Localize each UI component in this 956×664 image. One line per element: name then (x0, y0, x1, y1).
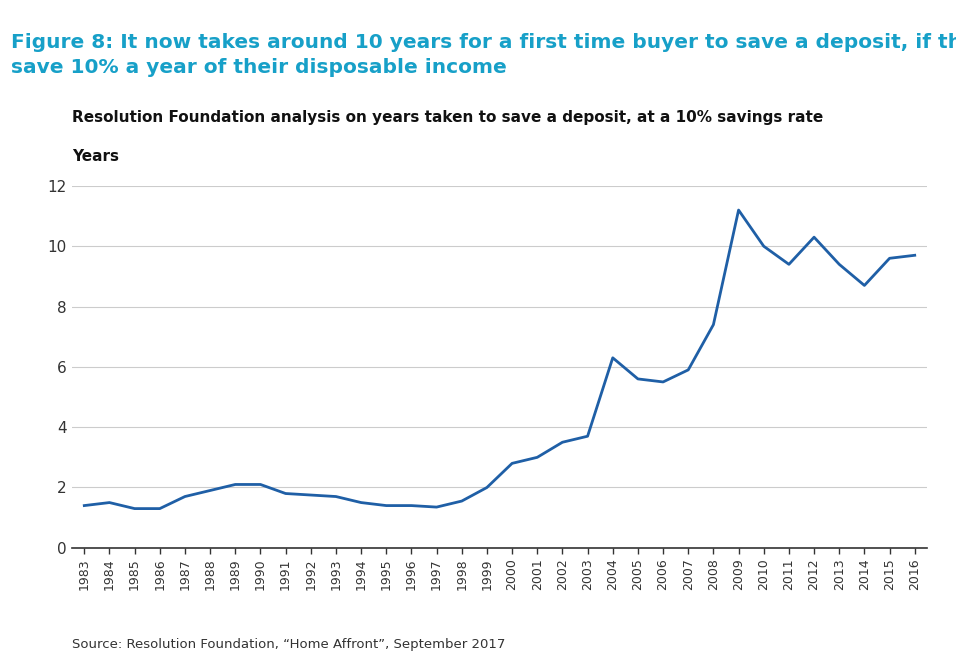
Text: Years: Years (72, 149, 119, 165)
Text: Figure 8: It now takes around 10 years for a first time buyer to save a deposit,: Figure 8: It now takes around 10 years f… (11, 33, 956, 77)
Text: Source: Resolution Foundation, “Home Affront”, September 2017: Source: Resolution Foundation, “Home Aff… (72, 637, 505, 651)
Text: Resolution Foundation analysis on years taken to save a deposit, at a 10% saving: Resolution Foundation analysis on years … (72, 110, 823, 125)
